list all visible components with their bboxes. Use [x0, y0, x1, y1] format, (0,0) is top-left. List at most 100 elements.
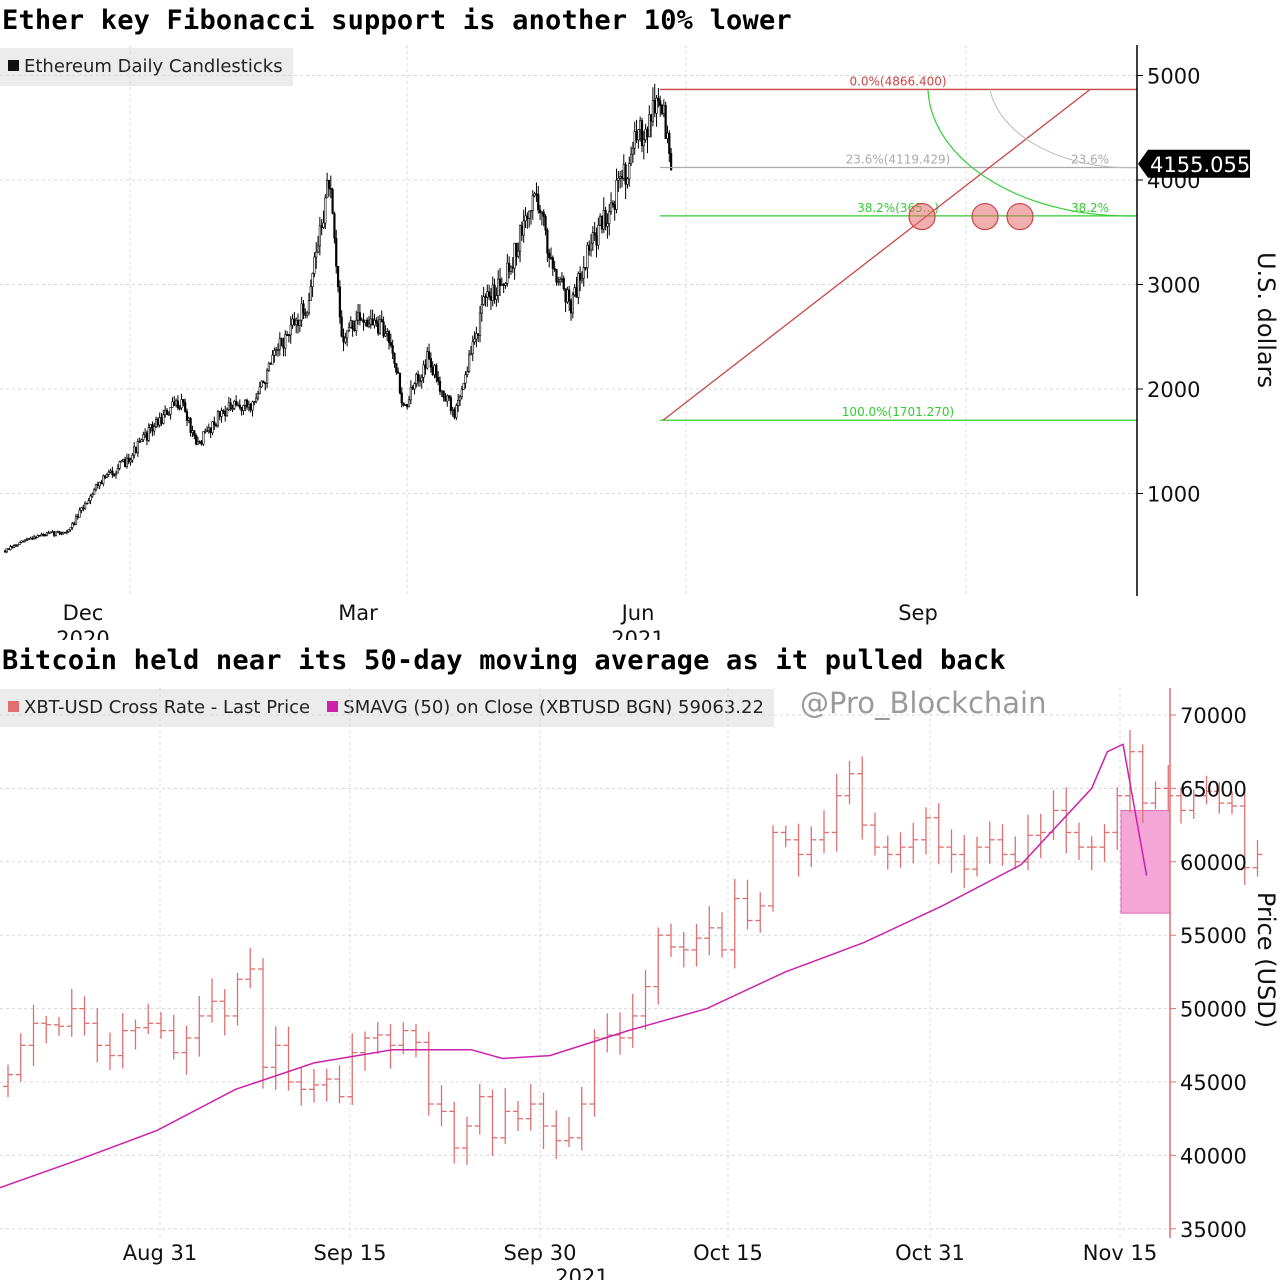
eth-candle-body	[364, 319, 367, 323]
eth-candle-body	[211, 421, 214, 433]
eth-candle-body	[500, 284, 503, 286]
eth-candle-body	[295, 319, 298, 326]
eth-candle-body	[176, 400, 180, 408]
eth-candle-body	[76, 516, 79, 518]
eth-candle-body	[11, 546, 14, 548]
btc-sma-line	[0, 743, 1148, 1189]
eth-candle-body	[351, 320, 354, 330]
eth-candle-body	[575, 287, 578, 298]
eth-candle-body	[233, 401, 236, 409]
eth-candle-body	[611, 202, 614, 206]
eth-candle-body	[548, 252, 551, 259]
eth-candle-body	[371, 318, 374, 326]
eth-candle-body	[267, 362, 271, 371]
eth-candle-body	[198, 441, 201, 443]
eth-candle-body	[591, 232, 594, 244]
eth-candle-body	[136, 441, 139, 453]
eth-candle-body	[276, 348, 280, 351]
eth-candle-body	[666, 132, 669, 139]
eth-candle-body	[533, 193, 536, 197]
eth-candle-body	[227, 402, 230, 410]
eth-candle-body	[426, 351, 429, 369]
eth-candle-body	[435, 365, 438, 378]
eth-candle-body	[506, 262, 509, 284]
eth-candle-body	[264, 382, 267, 385]
eth-candle-body	[83, 502, 87, 510]
eth-candle-body	[242, 405, 245, 411]
eth-candle-body	[528, 210, 531, 219]
eth-candle-body	[184, 402, 187, 412]
eth-candle-body	[464, 374, 467, 384]
eth-candle-body	[417, 374, 420, 382]
eth-candle-body	[85, 502, 88, 505]
eth-candle-body	[96, 484, 99, 486]
eth-legend-label: Ethereum Daily Candlesticks	[24, 56, 283, 77]
eth-candle-body	[478, 312, 482, 336]
eth-candle-body	[386, 331, 389, 334]
eth-candle-body	[187, 418, 190, 421]
eth-candle-body	[36, 535, 39, 538]
eth-candle-body	[640, 120, 644, 147]
eth-candle-body	[122, 459, 125, 462]
eth-candle-body	[418, 380, 422, 383]
eth-candle-body	[120, 460, 123, 463]
eth-candle-body	[204, 430, 207, 433]
eth-candle-body	[278, 338, 281, 350]
eth-candle-body	[555, 268, 558, 283]
eth-candle-body	[298, 319, 301, 326]
eth-candle-body	[178, 407, 181, 409]
eth-candle-body	[557, 281, 560, 284]
eth-candle-body	[107, 471, 110, 475]
eth-candle-body	[589, 242, 593, 251]
eth-candle-body	[387, 331, 391, 343]
eth-candle-body	[376, 322, 380, 334]
eth-candle-body	[508, 262, 511, 272]
eth-fib-arc	[989, 89, 1138, 169]
eth-candle-body	[406, 404, 409, 408]
eth-candle-body	[484, 296, 487, 298]
eth-candle-body	[538, 209, 542, 213]
eth-candle-body	[549, 257, 553, 260]
eth-candle-body	[668, 132, 671, 154]
eth-candle-body	[160, 417, 163, 424]
eth-candle-body	[579, 273, 582, 281]
eth-candle-body	[315, 251, 318, 258]
eth-candle-body	[327, 180, 331, 189]
eth-candle-body	[3, 550, 7, 553]
eth-candle-body	[156, 419, 159, 426]
eth-candle-body	[291, 318, 294, 326]
eth-candle-body	[256, 393, 260, 399]
eth-candle-body	[635, 131, 638, 141]
eth-candle-body	[657, 97, 660, 102]
eth-candle-body	[220, 410, 223, 417]
eth-candle-body	[240, 406, 243, 411]
eth-candle-body	[515, 242, 518, 257]
eth-candle-body	[455, 405, 458, 418]
eth-candle-body	[529, 210, 533, 212]
btc-x-tick-label: Oct 31	[895, 1241, 965, 1265]
eth-candle-body	[646, 128, 649, 138]
eth-candle-body	[195, 435, 198, 445]
eth-candle-body	[347, 327, 351, 332]
eth-candle-body	[193, 430, 196, 436]
eth-candle-body	[569, 300, 573, 314]
eth-candle-body	[662, 104, 665, 114]
eth-candle-body	[145, 432, 149, 441]
eth-candle-body	[293, 318, 296, 326]
eth-candle-body	[14, 545, 18, 547]
eth-candle-body	[289, 324, 292, 336]
eth-candle-body	[225, 409, 229, 417]
eth-candle-body	[584, 267, 587, 269]
btc-legend: XBT-USD Cross Rate - Last Price SMAVG (5…	[0, 689, 774, 727]
eth-candle-body	[438, 380, 442, 392]
eth-candle-body	[275, 349, 278, 351]
btc-legend-price-label: XBT-USD Cross Rate - Last Price	[24, 697, 311, 718]
eth-fib-label: 23.6%(4119.429)	[846, 153, 951, 167]
eth-candle-body	[100, 481, 103, 484]
eth-price-tag	[1138, 149, 1250, 178]
eth-candle-body	[358, 312, 362, 321]
eth-candle-body	[553, 267, 556, 270]
eth-candle-body	[80, 507, 83, 511]
eth-candle-body	[69, 527, 72, 531]
eth-candle-body	[400, 392, 403, 404]
